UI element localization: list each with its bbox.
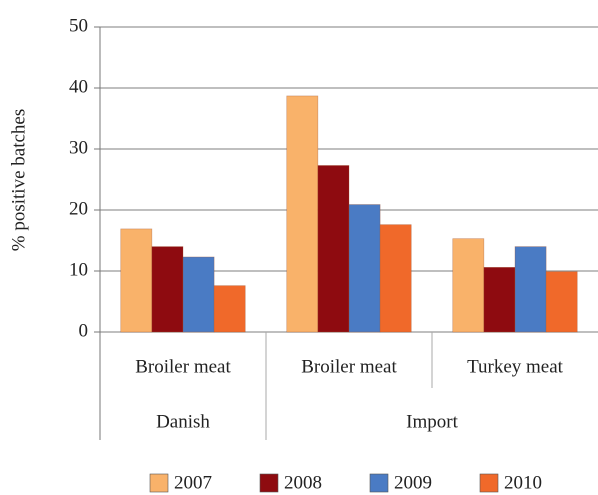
bar	[120, 228, 153, 333]
x-tick-label: Turkey meat	[467, 356, 564, 377]
y-tick-label: 30	[69, 137, 88, 158]
bar	[213, 285, 246, 333]
legend-label: 2007	[174, 472, 212, 493]
y-tick-label: 10	[69, 259, 88, 280]
x-tick-label: Broiler meat	[135, 356, 231, 377]
legend-label: 2008	[284, 472, 322, 493]
y-axis-label: % positive batches	[8, 109, 29, 251]
y-tick-label: 50	[69, 15, 88, 36]
legend-swatch	[259, 473, 279, 493]
bar	[348, 204, 381, 333]
x-tick-label: Broiler meat	[301, 356, 397, 377]
bar	[286, 95, 319, 333]
legend-label: 2009	[394, 472, 432, 493]
bar	[545, 271, 578, 333]
bar	[151, 246, 184, 333]
legend-swatch	[149, 473, 169, 493]
legend-swatch	[479, 473, 499, 493]
legend-label: 2010	[504, 472, 542, 493]
bar	[317, 165, 350, 333]
legend-swatch	[369, 473, 389, 493]
group-label: Import	[406, 411, 458, 432]
y-tick-label: 0	[79, 320, 89, 341]
bar	[379, 224, 412, 333]
bar	[182, 256, 215, 333]
group-label: Danish	[156, 411, 210, 432]
bar	[452, 238, 485, 333]
bar	[483, 267, 516, 333]
y-tick-label: 40	[69, 76, 88, 97]
y-tick-label: 20	[69, 198, 88, 219]
bar	[514, 246, 547, 333]
